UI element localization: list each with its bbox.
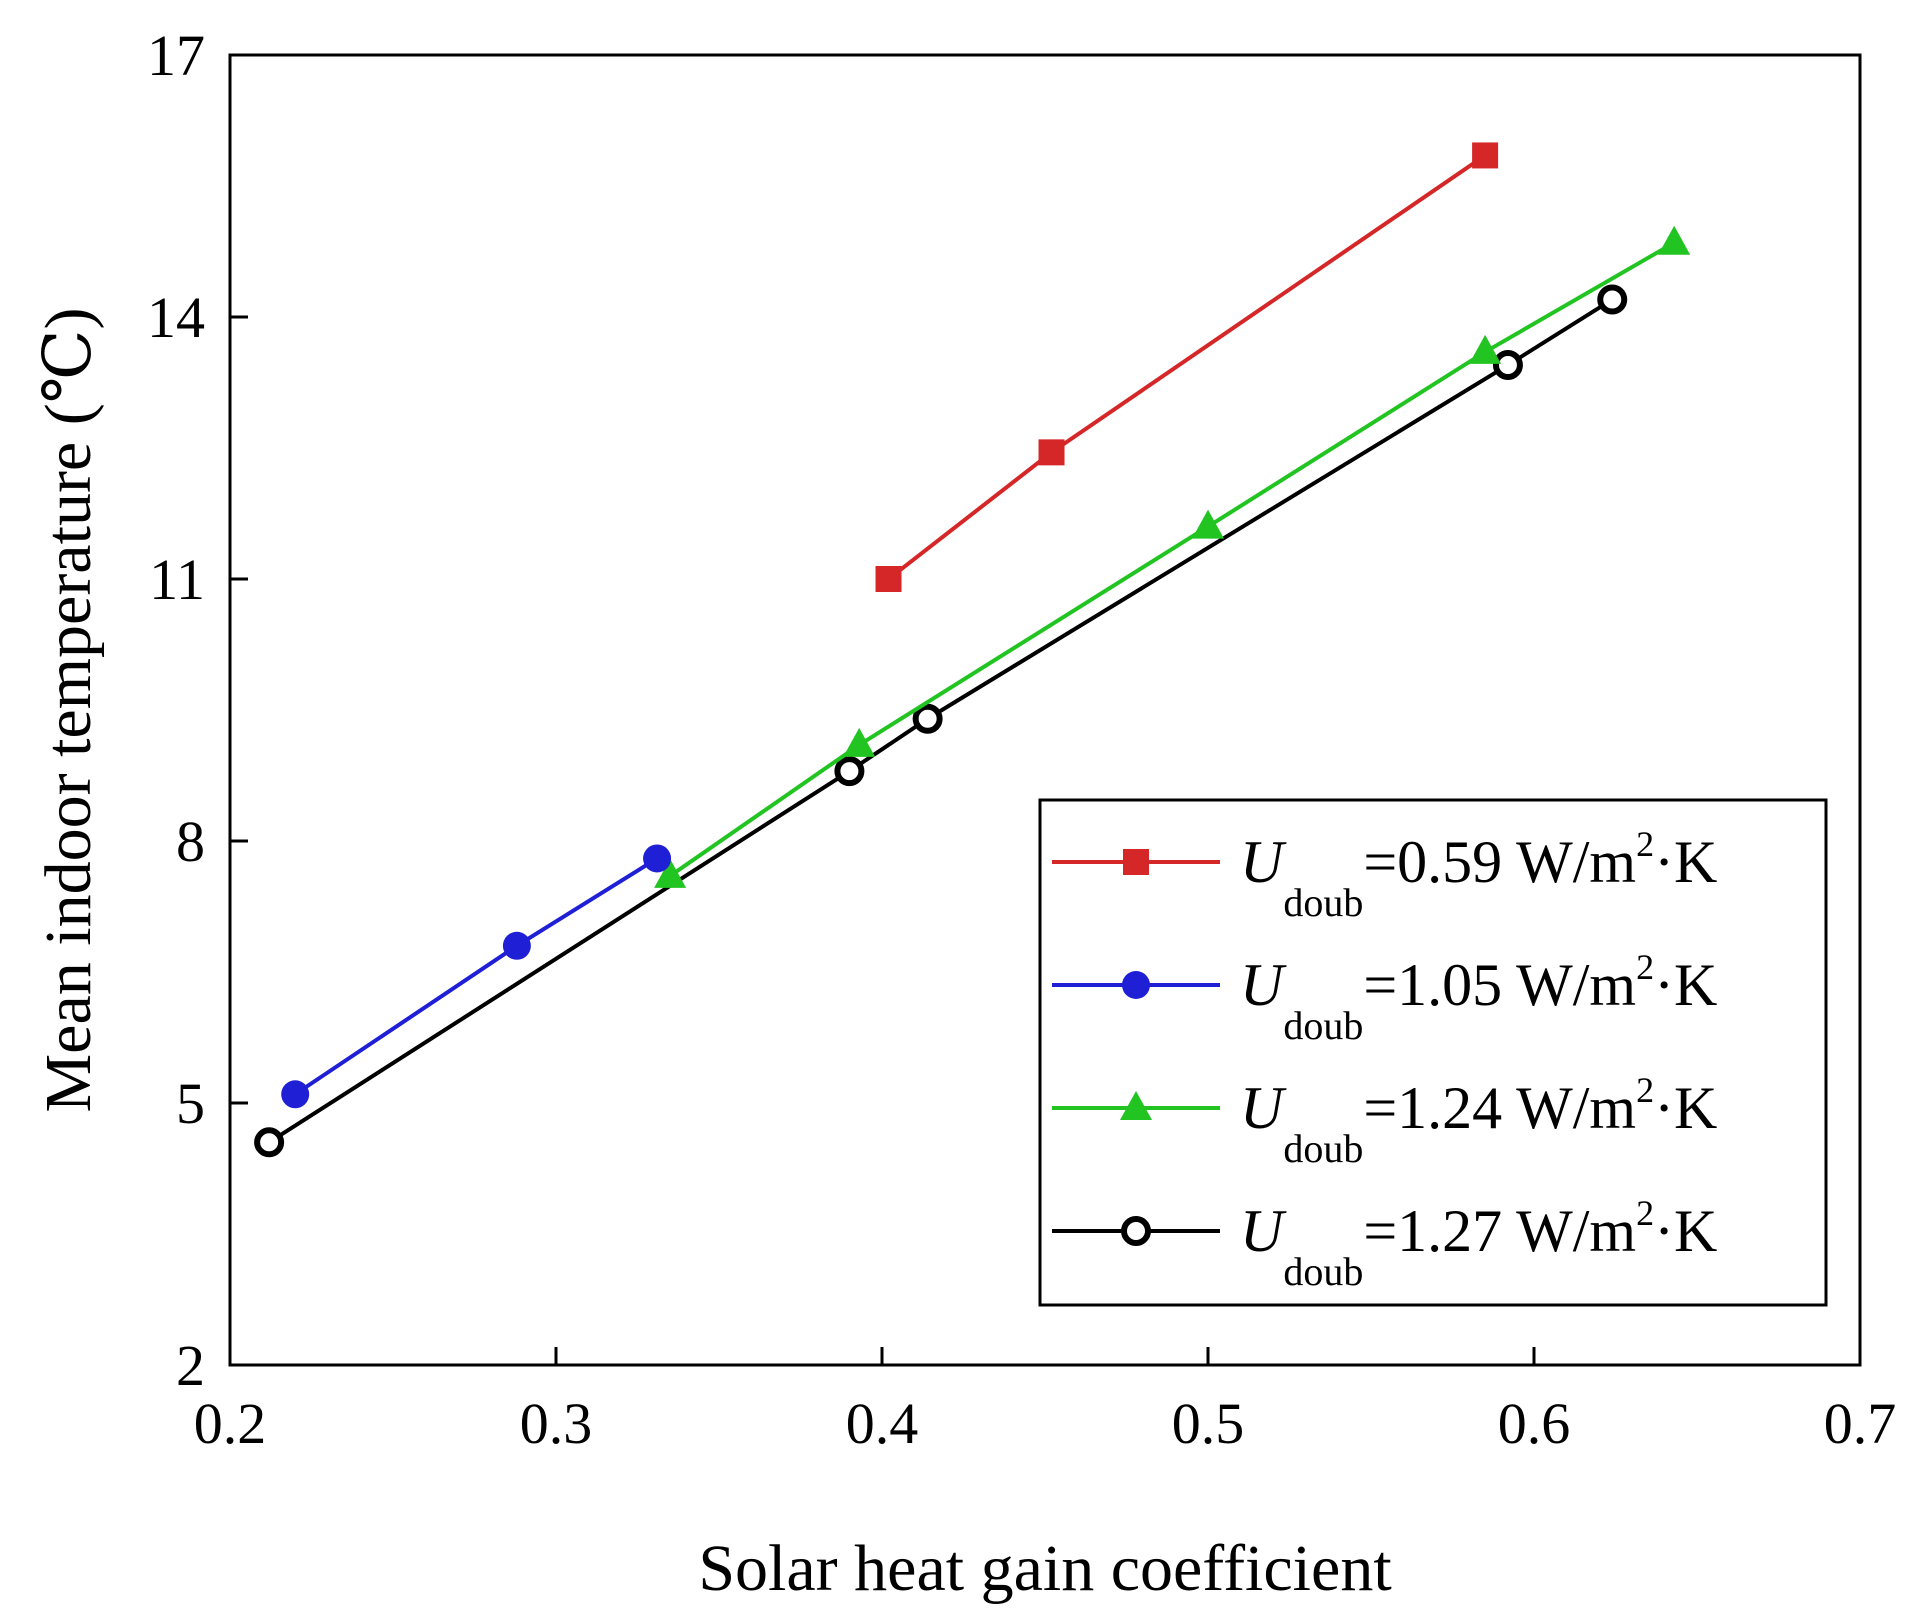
legend-u: U: [1240, 952, 1287, 1018]
x-tick-label: 0.6: [1498, 1391, 1571, 1456]
x-tick-label: 0.7: [1824, 1391, 1897, 1456]
x-axis: 0.2 0.3 0.4 0.5 0.6 0.7: [194, 1347, 1897, 1456]
series-line: [887, 153, 1487, 581]
data-point: [254, 1127, 285, 1158]
series-4: [254, 284, 1628, 1158]
legend-value: =1.05 W/m: [1363, 952, 1636, 1018]
y-axis-title: Mean indoor temperature (℃): [32, 307, 105, 1112]
legend-value: =1.24 W/m: [1363, 1075, 1636, 1141]
series-layer: [254, 142, 1691, 1158]
legend-item: Udoub=0.59 W/m2·K: [1052, 824, 1717, 925]
legend-item: Udoub=1.24 W/m2·K: [1052, 1070, 1717, 1171]
legend-superscript: 2: [1636, 947, 1654, 987]
legend-subscript: doub: [1283, 1249, 1363, 1294]
data-point: [1469, 334, 1502, 364]
y-tick-label: 8: [176, 809, 205, 874]
x-tick-label: 0.4: [846, 1391, 919, 1456]
legend-frame: [1038, 798, 1828, 1307]
data-point: [643, 844, 672, 873]
legend-unit-tail: ·K: [1654, 1075, 1717, 1141]
series-2: [281, 844, 672, 1109]
data-point: [654, 858, 687, 888]
legend-label: Udoub=1.24 W/m2·K: [1240, 1070, 1717, 1171]
plot-area-frame: [228, 53, 1862, 1367]
data-point: [1472, 142, 1499, 169]
legend-item: Udoub=1.05 W/m2·K: [1052, 947, 1717, 1048]
legend-superscript: 2: [1636, 824, 1654, 864]
data-point: [1658, 225, 1691, 255]
legend-u: U: [1240, 1075, 1287, 1141]
legend-unit-tail: ·K: [1654, 952, 1717, 1018]
data-point: [502, 931, 531, 960]
data-point: [1038, 439, 1065, 466]
x-tick-label: 0.5: [1172, 1391, 1245, 1456]
legend-marker: [1121, 1216, 1151, 1246]
x-tick-label: 0.2: [194, 1391, 267, 1456]
legend-item: Udoub=1.27 W/m2·K: [1052, 1193, 1717, 1294]
y-axis: 2 5 8 11 14 17: [147, 23, 248, 1398]
y-tick-label: 14: [147, 285, 205, 350]
legend-label: Udoub=1.27 W/m2·K: [1240, 1193, 1717, 1294]
data-point: [875, 566, 902, 592]
legend-marker: [1120, 1091, 1152, 1120]
data-point: [834, 756, 865, 787]
series-line: [294, 856, 659, 1096]
legend-value: =0.59 W/m: [1363, 829, 1636, 895]
data-point: [843, 727, 876, 757]
data-point: [912, 703, 943, 734]
legend-u: U: [1240, 1198, 1287, 1264]
legend-label: Udoub=0.59 W/m2·K: [1240, 824, 1717, 925]
data-point: [1492, 350, 1523, 381]
legend-marker: [1123, 849, 1149, 875]
legend-u: U: [1240, 829, 1287, 895]
legend-subscript: doub: [1283, 1126, 1363, 1171]
y-tick-label: 17: [147, 23, 205, 88]
legend-value: =1.27 W/m: [1363, 1198, 1636, 1264]
x-axis-title: Solar heat gain coefficient: [698, 1532, 1391, 1605]
data-point: [1597, 284, 1628, 315]
legend-marker: [1122, 971, 1150, 999]
legend-superscript: 2: [1636, 1193, 1654, 1233]
legend-label: Udoub=1.05 W/m2·K: [1240, 947, 1717, 1048]
y-tick-label: 5: [176, 1071, 205, 1136]
series-line: [668, 241, 1676, 878]
series-1: [875, 142, 1499, 592]
x-tick-label: 0.3: [520, 1391, 593, 1456]
data-point: [281, 1080, 310, 1109]
series-3: [654, 225, 1691, 888]
legend-superscript: 2: [1636, 1070, 1654, 1110]
y-tick-label: 2: [176, 1333, 205, 1398]
data-point: [1192, 509, 1224, 539]
legend-unit-tail: ·K: [1654, 829, 1717, 895]
legend-subscript: doub: [1283, 880, 1363, 925]
legend-subscript: doub: [1283, 1003, 1363, 1048]
legend-unit-tail: ·K: [1654, 1198, 1717, 1264]
y-tick-label: 11: [149, 547, 205, 612]
